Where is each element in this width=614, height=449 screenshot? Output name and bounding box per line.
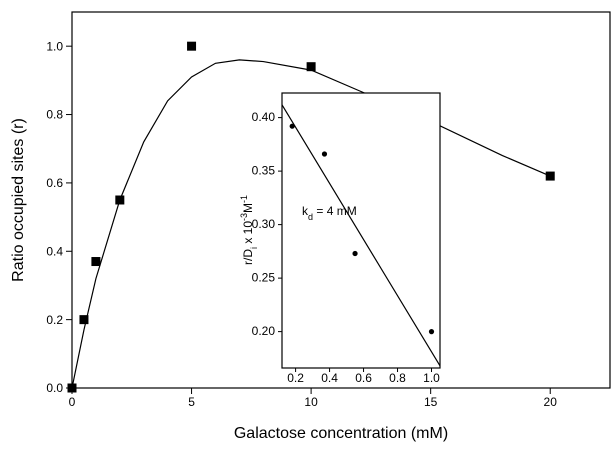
y-tick-label: 0.25 xyxy=(252,271,276,285)
label-part: k xyxy=(302,204,309,218)
data-point xyxy=(91,257,101,267)
x-tick-label: 0.8 xyxy=(389,371,406,385)
label-part: d xyxy=(308,212,313,222)
y-tick-label: 0.8 xyxy=(46,108,63,122)
x-tick-label: 0.4 xyxy=(321,371,338,385)
data-point xyxy=(428,329,435,335)
data-point xyxy=(321,151,328,157)
y-tick-label: 1.0 xyxy=(46,39,63,53)
inset-y-label: r/Di x 10-3M-1 xyxy=(239,195,259,265)
x-tick-label: 20 xyxy=(544,395,558,409)
data-point xyxy=(352,250,358,257)
data-point xyxy=(545,171,555,181)
label-part: M xyxy=(241,203,255,213)
label-part: = 4 mM xyxy=(313,204,357,218)
fit-curve xyxy=(281,104,441,367)
data-point xyxy=(67,383,77,393)
x-axis-label: Galactose concentration (mM) xyxy=(234,425,448,442)
data-point xyxy=(79,315,89,325)
data-point xyxy=(306,62,316,72)
y-tick-label: 0.4 xyxy=(46,244,63,258)
y-tick-label: 0.35 xyxy=(252,164,276,178)
data-point xyxy=(187,41,197,51)
data-point xyxy=(289,123,295,129)
y-tick-label: 0.20 xyxy=(252,324,276,338)
label-part: -1 xyxy=(239,195,249,203)
y-tick-label: 0.2 xyxy=(46,313,63,327)
y-tick-label: 0.40 xyxy=(252,110,276,124)
x-tick-label: 15 xyxy=(424,395,438,409)
x-tick-label: 0.2 xyxy=(287,371,304,385)
y-tick-label: 0.0 xyxy=(46,381,63,395)
x-tick-label: 1.0 xyxy=(423,371,440,385)
label-part: r/D xyxy=(241,249,255,265)
y-tick-label: 0.6 xyxy=(46,176,63,190)
data-point xyxy=(115,195,125,205)
x-tick-label: 10 xyxy=(304,395,318,409)
y-axis-label: Ratio occupied sites (r) xyxy=(10,118,27,282)
label-part: i xyxy=(249,247,259,249)
label-part: x 10 xyxy=(241,221,255,247)
x-tick-label: 0.6 xyxy=(355,371,372,385)
label-part: -3 xyxy=(239,213,249,221)
x-tick-label: 0 xyxy=(69,395,76,409)
x-tick-label: 5 xyxy=(188,395,195,409)
annotation: kd = 4 mM xyxy=(302,204,357,222)
y-tick-label: 0.30 xyxy=(252,217,276,231)
